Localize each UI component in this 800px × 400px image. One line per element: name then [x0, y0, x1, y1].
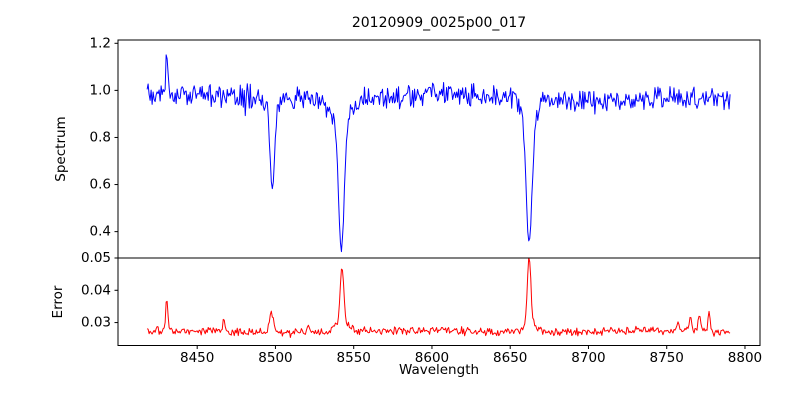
x-tick-label: 8500: [258, 350, 292, 366]
wavelength-x-axis-label: Wavelength: [399, 362, 479, 378]
spectrum-y-axis-label: Spectrum: [53, 116, 69, 181]
x-tick-label: 8800: [728, 350, 762, 366]
error-y-tick-label: 0.04: [81, 282, 111, 298]
error-line: [146, 258, 731, 338]
spectrum-line: [146, 54, 731, 253]
error-y-axis-label: Error: [50, 285, 66, 318]
chart-title: 20120909_0025p00_017: [352, 15, 526, 31]
x-tick-label: 8550: [337, 350, 371, 366]
spectrum-y-tick-label: 0.4: [90, 224, 111, 240]
x-tick-label: 8600: [415, 350, 449, 366]
x-tick-label: 8450: [180, 350, 214, 366]
error-y-tick-label: 0.05: [81, 250, 111, 266]
spectrum-y-tick-label: 0.6: [90, 177, 111, 193]
x-tick-label: 8650: [493, 350, 527, 366]
spectrum-y-tick-label: 1.0: [90, 82, 111, 98]
spectrum-y-tick-label: 0.8: [90, 129, 111, 145]
error-axes-frame: [117, 257, 761, 346]
x-tick-label: 8750: [650, 350, 684, 366]
spectrum-y-tick-label: 1.2: [90, 35, 111, 51]
spectrum-axes-frame: [117, 39, 761, 259]
x-tick-label: 8700: [571, 350, 605, 366]
error-y-tick-label: 0.03: [81, 315, 111, 331]
chart-layer: 0.4 0.6 0.8 1.0 1.2 0.03 0.04 0.05 8450 8500 8550 8…: [81, 35, 762, 366]
